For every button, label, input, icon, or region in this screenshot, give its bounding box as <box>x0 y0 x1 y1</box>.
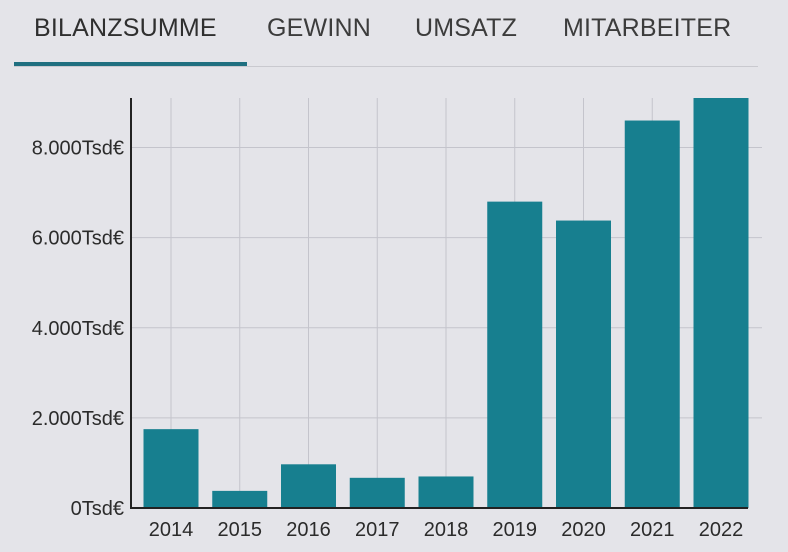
x-tick-label: 2018 <box>424 519 469 541</box>
y-tick-label: 4.000Tsd€ <box>32 318 124 340</box>
x-tick-label: 2014 <box>149 519 194 541</box>
tab-bilanzsumme[interactable]: BILANZSUMME <box>34 14 217 42</box>
metric-tabs: BILANZSUMME GEWINN UMSATZ MITARBEITER <box>14 0 758 67</box>
bilanzsumme-bar-chart: 0Tsd€ 2.000Tsd€ 4.000Tsd€ 6.000Tsd€ 8.000Tsd… <box>32 98 762 541</box>
tab-mitarbeiter[interactable]: MITARBEITER <box>563 14 732 42</box>
chart-tick-labels: 0Tsd€ 2.000Tsd€ 4.000Tsd€ 6.000Tsd€ 8.000Tsd… <box>32 138 744 541</box>
bar-2014 <box>143 429 199 508</box>
x-tick-label: 2022 <box>699 519 744 541</box>
chart-axes <box>130 98 748 509</box>
tab-umsatz[interactable]: UMSATZ <box>415 14 518 42</box>
y-tick-label: 8.000Tsd€ <box>32 138 124 160</box>
x-tick-label: 2016 <box>286 519 331 541</box>
bar-2015 <box>212 490 268 508</box>
y-tick-label: 6.000Tsd€ <box>32 228 124 250</box>
bar-2016 <box>281 464 336 508</box>
x-tick-label: 2015 <box>218 519 263 541</box>
x-tick-label: 2020 <box>561 519 606 541</box>
bar-2017 <box>349 477 405 508</box>
x-tick-label: 2021 <box>630 519 675 541</box>
tab-gewinn[interactable]: GEWINN <box>267 14 371 42</box>
y-tick-label: 2.000Tsd€ <box>32 408 124 430</box>
bar-2019 <box>487 201 543 508</box>
active-tab-indicator <box>14 62 247 66</box>
bar-2018 <box>418 476 474 508</box>
y-tick-label: 0Tsd€ <box>71 498 124 520</box>
x-tick-label: 2019 <box>493 519 538 541</box>
x-tick-label: 2017 <box>355 519 400 541</box>
bar-2021 <box>624 120 680 509</box>
bar-2020 <box>556 220 611 509</box>
chart-bars <box>143 98 749 509</box>
bar-2022 <box>693 98 749 508</box>
